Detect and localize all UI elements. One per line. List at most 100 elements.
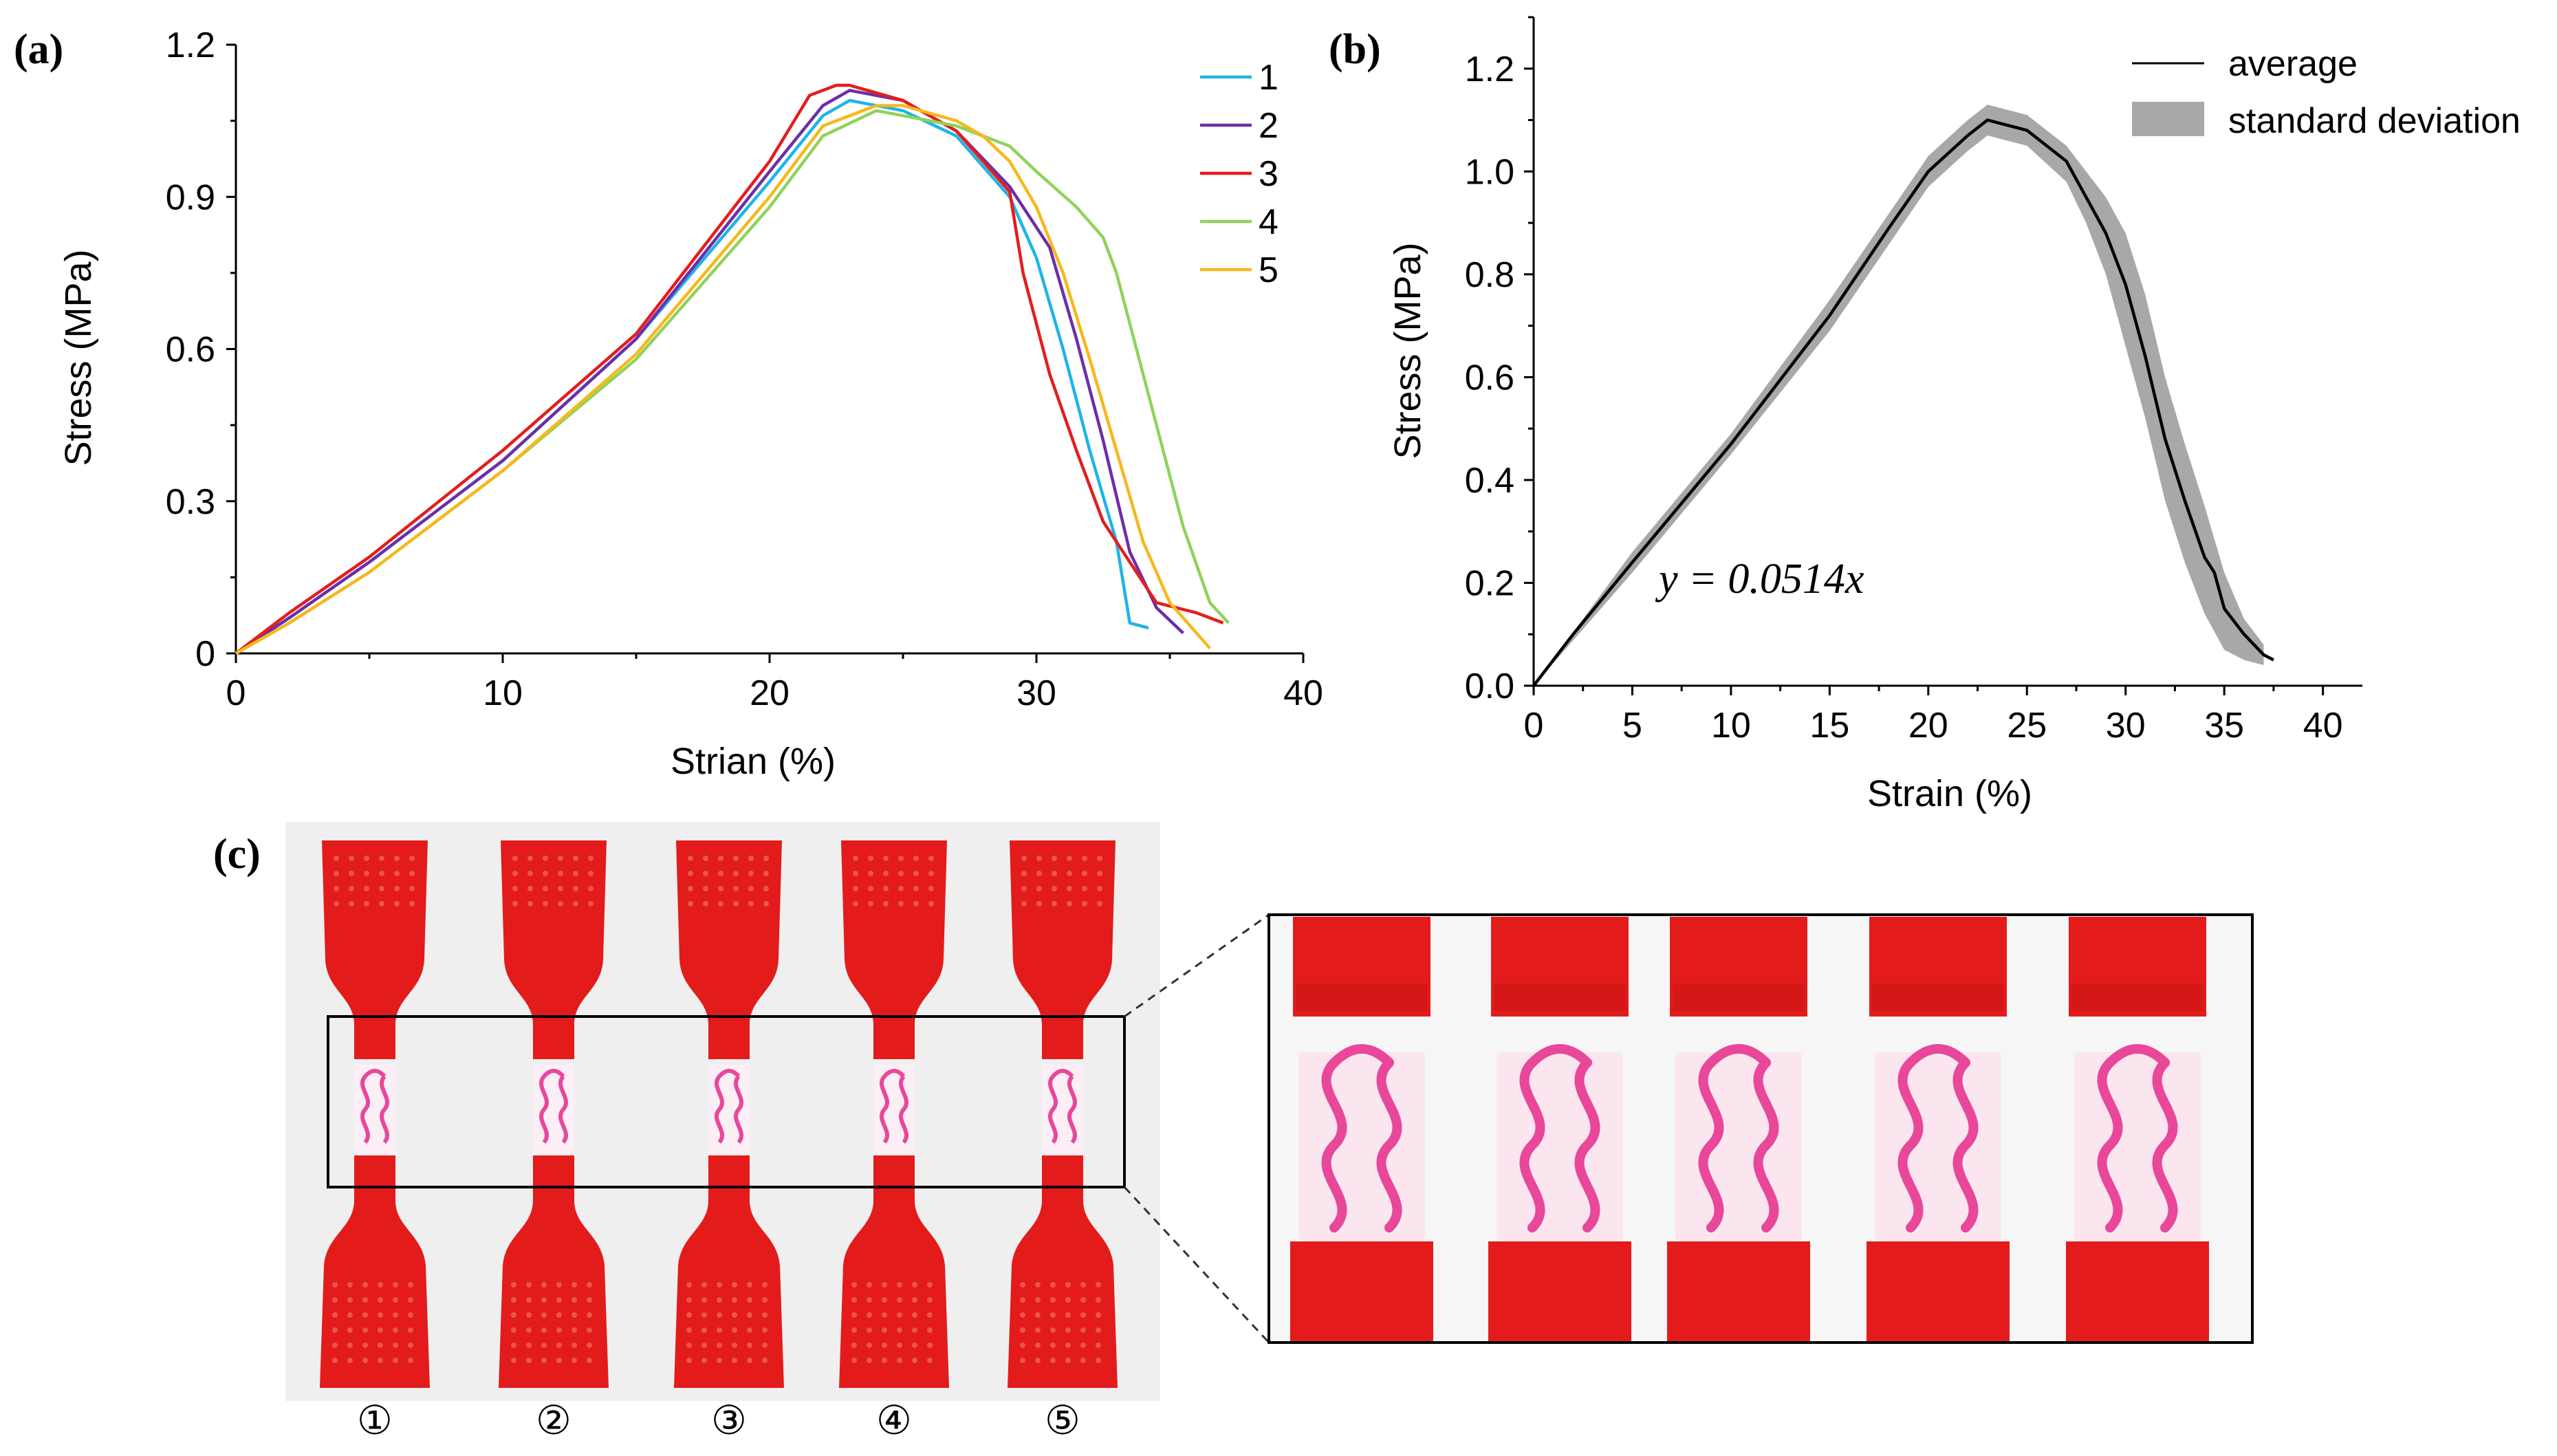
texture-dot [912,1312,917,1318]
chart-b-x-tick-label: 20 [1908,706,1948,746]
texture-dot [1021,886,1027,891]
texture-dot [558,856,563,861]
texture-dot [527,886,533,891]
texture-dot [541,1343,547,1348]
zoom-fracture-edge [1296,984,1428,1011]
zoom-fracture-edge [1494,984,1626,1011]
texture-dot [572,1282,577,1287]
texture-dot [763,871,769,876]
specimen-gauge [708,1065,750,1154]
texture-dot [1080,1312,1086,1318]
texture-dot [928,901,934,906]
texture-dot [1096,1358,1101,1363]
texture-dot [1021,856,1027,861]
chart-b-y-tick-label: 1.0 [1465,152,1514,192]
texture-dot [526,1297,532,1303]
chart-a-legend-label-2: 2 [1259,106,1278,146]
texture-dot [408,1358,413,1363]
chart-a-y-axis-title: Stress (MPa) [58,249,99,466]
texture-dot [393,1343,398,1348]
specimen-wave-left [880,1075,889,1144]
texture-dot [541,1312,547,1318]
texture-dot [588,886,594,891]
panel-b-label: (b) [1329,26,1381,73]
texture-dot [572,1327,577,1333]
texture-dot [882,1297,887,1303]
chart-b-std-band [1534,105,2264,686]
texture-dot [1035,1358,1041,1363]
texture-dot [703,856,708,861]
texture-dot [686,1343,692,1348]
texture-dot [541,1358,547,1363]
texture-dot [1036,871,1042,876]
zoom-gauge [2074,1052,2201,1241]
texture-dot [1036,901,1042,906]
zoom-wave-right [1574,1058,1600,1232]
texture-dot [379,901,384,906]
texture-dot [347,1343,353,1348]
zoom-gauge [1497,1052,1623,1241]
texture-dot [883,886,889,891]
texture-dot [688,901,693,906]
texture-dot [747,1343,752,1348]
texture-dot [349,901,354,906]
texture-dot [1097,871,1102,876]
texture-dot [897,1327,902,1333]
texture-dot [379,886,384,891]
zoom-bottom-grip [1667,1241,1810,1341]
chart-b-equation: y = 0.0514x [1655,556,1864,602]
chart-a-x-tick-label: 40 [1283,673,1323,713]
texture-dot [332,1312,338,1318]
texture-dot [1020,1343,1025,1348]
specimen-wave-top [363,1069,387,1078]
texture-dot [1050,1343,1056,1348]
texture-dot [868,871,873,876]
texture-dot [393,1282,398,1287]
texture-dot [686,1312,692,1318]
texture-dot [347,1327,353,1333]
texture-dot [1050,1282,1056,1287]
specimen-wave-right [734,1075,743,1144]
texture-dot [747,1358,752,1363]
chart-a-series [235,83,1230,655]
texture-dot [409,871,415,876]
texture-dot [688,856,693,861]
texture-dot [912,1297,917,1303]
texture-dot [334,886,339,891]
zoom-wave-top [1706,1044,1771,1067]
texture-dot [762,1343,768,1348]
texture-dot [558,901,563,906]
specimen-top-grip [322,840,428,1059]
texture-dot [897,1343,902,1348]
zoom-specimen-3 [1667,917,1810,1341]
texture-dot [393,1327,398,1333]
texture-dot [362,1282,368,1287]
specimen-top-grip [1010,840,1116,1059]
texture-dot [527,901,533,906]
texture-dot [556,1297,562,1303]
texture-dot [703,901,708,906]
texture-dot [511,1343,516,1348]
texture-dot [587,1343,592,1348]
texture-dot [379,871,384,876]
texture-dot [527,871,533,876]
specimen-bottom-grip [499,1155,609,1388]
zoom-fracture-edge [2071,984,2204,1011]
texture-dot [732,1343,737,1348]
zoom-wave-right [2152,1058,2178,1232]
texture-dot [556,1312,562,1318]
texture-dot [332,1343,338,1348]
texture-dot [378,1312,383,1318]
texture-dot [1052,856,1057,861]
texture-dot [1080,1282,1086,1287]
texture-dot [543,886,548,891]
panel-c-label: (c) [213,831,261,878]
texture-dot [393,1358,398,1363]
texture-dot [334,901,339,906]
texture-dot [541,1327,547,1333]
texture-dot [701,1327,707,1333]
texture-dot [526,1327,532,1333]
texture-dot [688,886,693,891]
chart-a-series-5 [235,104,1211,655]
texture-dot [701,1312,707,1318]
